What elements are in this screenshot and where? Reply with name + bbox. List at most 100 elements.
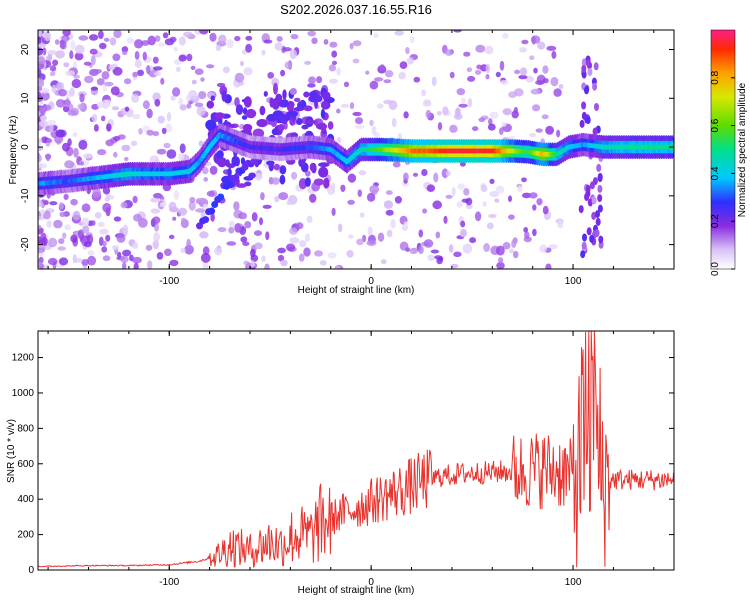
spectrogram-noise-cell xyxy=(328,64,337,72)
spectrogram-noise-cell xyxy=(190,65,196,70)
spectrogram-noise-cell xyxy=(245,43,253,53)
spectrogram-noise-cell xyxy=(78,140,88,150)
spectrogram-noise-cell xyxy=(403,172,409,181)
spectrogram-noise-cell xyxy=(64,224,72,231)
spectrogram-noise-cell xyxy=(352,58,360,64)
spectrogram-noise-cell xyxy=(373,32,379,38)
spectrogram-noise-cell xyxy=(109,37,117,46)
spectrogram-noise-cell xyxy=(394,30,405,36)
spectrogram-noise-cell xyxy=(323,39,329,45)
spectrogram-noise-cell xyxy=(519,47,527,53)
spectrogram-noise-cell xyxy=(61,232,67,239)
spectrogram-noise-cell xyxy=(121,46,129,53)
spectrogram-noise-cell xyxy=(240,157,246,166)
spectrogram-noise-cell xyxy=(179,143,186,154)
spectrogram-noise-cell xyxy=(84,241,92,248)
spectrogram-noise-cell xyxy=(355,124,365,129)
spectrogram-noise-cell xyxy=(173,189,180,200)
spectrogram-noise-cell xyxy=(101,246,108,253)
spectrogram-noise-cell xyxy=(517,185,523,193)
spectrogram-noise-cell xyxy=(240,236,248,243)
spectrogram-noise-cell xyxy=(423,239,434,248)
spectrogram-noise-cell xyxy=(228,226,235,234)
spectrogram-noise-cell xyxy=(101,115,106,122)
spectrogram-noise-cell xyxy=(438,256,444,262)
spectrogram-noise-cell xyxy=(278,192,289,201)
spectrogram-noise-cell xyxy=(154,35,161,42)
spectrogram-noise-cell xyxy=(376,103,384,109)
spectrogram-noise-cell xyxy=(365,70,370,75)
spectrogram-noise-cell xyxy=(59,211,66,217)
spectrogram-noise-cell xyxy=(157,115,165,124)
spectrogram-noise-cell xyxy=(41,88,50,94)
spectrogram-noise-cell xyxy=(472,126,479,132)
spectrogram-noise-cell xyxy=(105,234,111,242)
spectrogram-noise-cell xyxy=(319,260,327,266)
spectrogram-noise-cell xyxy=(153,232,161,242)
spectrogram-noise-cell xyxy=(146,65,151,75)
spectrogram-noise-cell xyxy=(448,244,454,253)
snr-ylabel: SNR (10 * v/v) xyxy=(6,419,17,483)
spectrogram-noise-cell xyxy=(102,255,111,262)
spectrogram-noise-cell xyxy=(329,41,338,48)
spectrogram-noise-cell xyxy=(105,139,114,147)
spectrogram-noise-cell xyxy=(210,95,215,101)
spectrogram-noise-cell xyxy=(385,209,394,216)
spectrogram-noise-cell xyxy=(584,86,589,95)
spectrogram-noise-cell xyxy=(369,80,379,90)
spectrogram-noise-cell xyxy=(221,90,227,102)
spectrogram-noise-cell xyxy=(366,192,376,202)
spectrogram-noise-cell xyxy=(165,123,172,133)
spectrogram-noise-cell xyxy=(84,75,94,84)
y-tick-label: 0 xyxy=(28,565,34,576)
spectrogram-noise-cell xyxy=(304,60,312,65)
spectrogram-noise-cell xyxy=(65,70,76,77)
spectrogram-noise-cell xyxy=(195,208,205,213)
spectrogram-noise-cell xyxy=(180,247,186,254)
spectrogram-noise-cell xyxy=(323,177,330,189)
spectrogram-noise-cell xyxy=(529,55,535,60)
spectrogram-noise-cell xyxy=(383,99,393,105)
spectrogram-noise-cell xyxy=(52,59,59,66)
spectrogram-noise-cell xyxy=(331,60,338,65)
spectrogram-noise-cell xyxy=(460,220,466,228)
spectrogram-noise-cell xyxy=(550,77,559,87)
spectrogram-noise-cell xyxy=(82,153,93,159)
spectrogram-noise-cell xyxy=(235,104,244,115)
spectrogram-noise-cell xyxy=(591,211,597,220)
spectrogram-noise-cell xyxy=(463,51,471,57)
spectrogram-noise-cell xyxy=(306,215,313,224)
spectrogram-noise-cell xyxy=(355,117,363,125)
spectrogram-noise-cell xyxy=(235,183,247,188)
spectrogram-noise-cell xyxy=(349,42,354,50)
spectrogram-noise-cell xyxy=(467,75,476,82)
spectrogram-noise-cell xyxy=(331,182,336,192)
spectrogram-noise-cell xyxy=(69,87,75,97)
colorbar-ticks: 0.0 0.2 0.4 0.6 0.8 xyxy=(710,70,735,276)
spectrogram-noise-cell xyxy=(132,195,138,204)
spectrogram-noise-cell xyxy=(58,238,65,245)
spectrogram-noise-cell xyxy=(587,68,593,76)
spectrogram-noise-cell xyxy=(380,259,387,265)
spectrogram-noise-cell xyxy=(508,195,512,202)
spectrogram-noise-cell xyxy=(398,71,407,80)
spectrogram-noise-cell xyxy=(449,124,458,133)
spectrogram-noise-cell xyxy=(425,109,432,119)
spectrogram-noise-cell xyxy=(279,165,287,175)
spectrogram-noise-cell xyxy=(437,122,443,131)
spectrogram-noise-cell xyxy=(386,229,393,238)
spectrogram-secondary-ridge-cell xyxy=(208,207,216,215)
spectrogram-noise-cell xyxy=(592,82,598,91)
spectrogram-noise-cell xyxy=(150,197,160,203)
spectrogram-noise-cell xyxy=(264,263,270,269)
spectrogram-noise-cell xyxy=(178,152,185,162)
spectrogram-noise-cell xyxy=(67,109,78,116)
spectrogram-noise-cell xyxy=(496,245,505,256)
spectrogram-noise-cell xyxy=(57,246,66,251)
spectrogram-noise-cell xyxy=(322,91,331,100)
x-tick-label: -100 xyxy=(159,577,179,588)
spectrogram-noise-cell xyxy=(77,229,85,239)
spectrogram-noise-cell xyxy=(234,223,242,233)
